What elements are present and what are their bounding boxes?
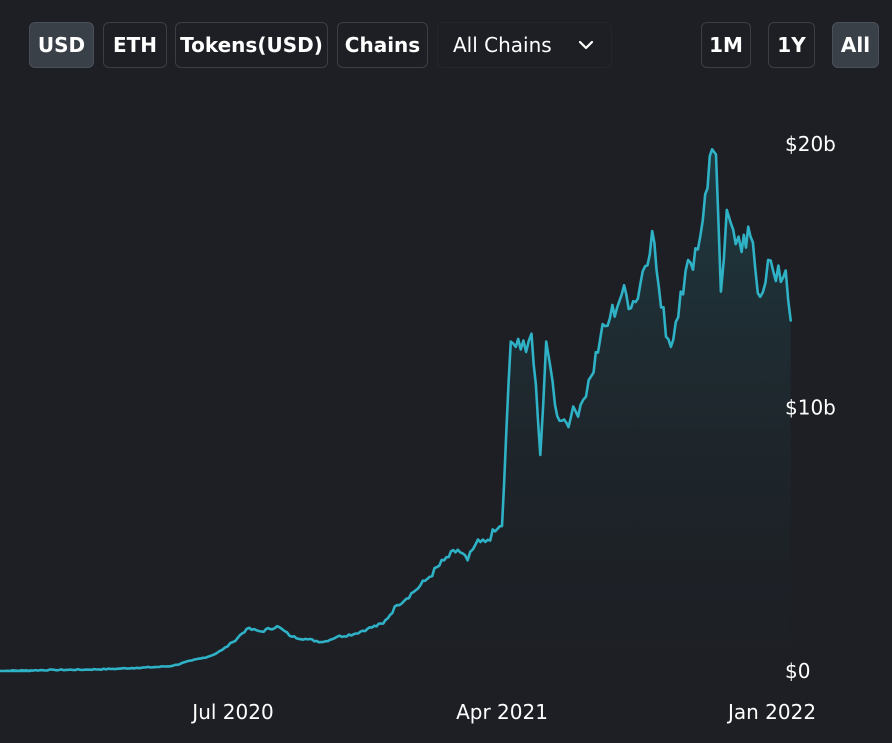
x-axis-ticks: Jul 2020 Apr 2021 Jan 2022 [190, 700, 816, 724]
x-tick-label: Apr 2021 [456, 700, 548, 724]
range-1m-button[interactable]: 1M [701, 22, 751, 68]
y-axis-ticks: $0 $10b $20b [785, 132, 836, 683]
x-tick-label: Jul 2020 [190, 700, 273, 724]
chain-select-value: All Chains [453, 33, 552, 57]
usd-button[interactable]: USD [29, 22, 94, 68]
range-1y-button[interactable]: 1Y [768, 22, 815, 68]
eth-button[interactable]: ETH [103, 22, 167, 68]
chart-toolbar: USD ETH Tokens(USD) Chains All Chains 1M… [0, 0, 892, 90]
tvl-series-line [0, 148, 792, 673]
y-tick-label: $20b [785, 132, 836, 156]
tvl-area-chart: $0 $10b $20b Jul 2020 Apr 2021 Jan 2022 [0, 132, 836, 724]
tokens-usd-button[interactable]: Tokens(USD) [175, 22, 328, 68]
chain-select[interactable]: All Chains [437, 22, 612, 68]
y-tick-label: $10b [785, 396, 836, 420]
range-all-button[interactable]: All [832, 22, 879, 68]
y-tick-label: $0 [785, 659, 810, 683]
chains-button[interactable]: Chains [337, 22, 428, 68]
tvl-chart: $0 $10b $20b Jul 2020 Apr 2021 Jan 2022 [0, 90, 892, 739]
x-tick-label: Jan 2022 [726, 700, 816, 724]
tvl-area-fill [0, 149, 791, 671]
chevron-down-icon [578, 40, 594, 50]
